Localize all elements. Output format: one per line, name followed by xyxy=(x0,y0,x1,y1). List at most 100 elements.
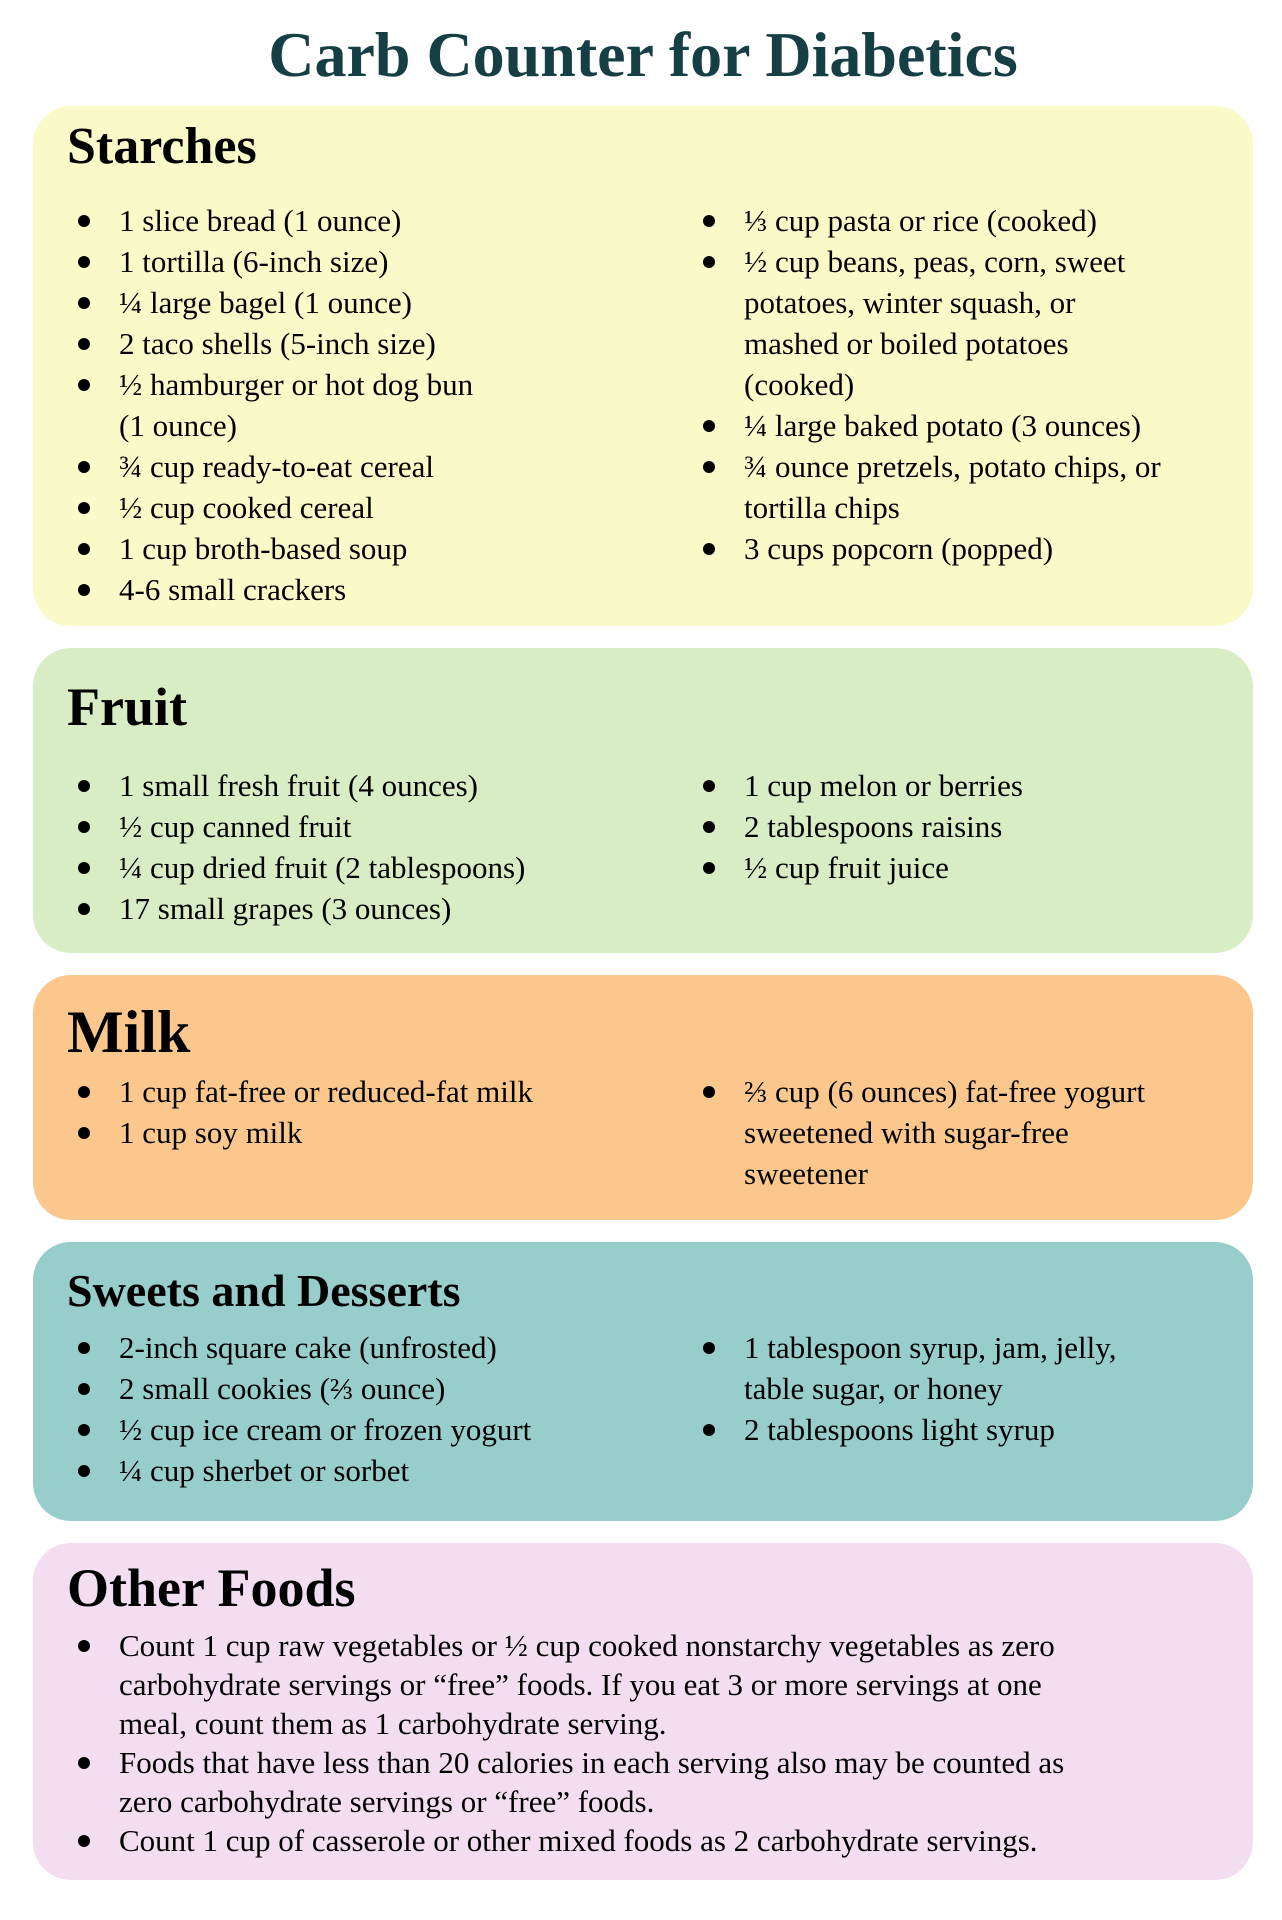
section-fruit: Fruit 1 small fresh fruit (4 ounces) ½ cu… xyxy=(33,647,1253,953)
bullet-icon xyxy=(703,255,715,268)
list-item: 1 cup melon or berries xyxy=(692,765,1229,806)
bullet-icon xyxy=(78,378,90,391)
list-item-text: ¾ ounce pretzels, potato chips, or torti… xyxy=(744,448,1161,525)
bullet-icon xyxy=(78,1085,90,1098)
list-item-text: ¼ large baked potato (3 ounces) xyxy=(744,407,1142,443)
list-item: ⅔ cup (6 ounces) fat-free yogurt sweeten… xyxy=(692,1071,1229,1194)
bullet-icon xyxy=(78,902,90,915)
bullet-icon xyxy=(78,255,90,268)
bullet-icon xyxy=(703,542,715,555)
list-item: 2-inch square cake (unfrosted) xyxy=(67,1327,692,1368)
list-item: 1 slice bread (1 ounce) xyxy=(67,200,692,241)
bullet-icon xyxy=(703,820,715,833)
bullet-icon xyxy=(78,1464,90,1477)
section-fruit-columns: 1 small fresh fruit (4 ounces) ½ cup cann… xyxy=(67,765,1229,929)
other-foods-list: Count 1 cup raw vegetables or ½ cup cook… xyxy=(67,1626,1229,1860)
bullet-icon xyxy=(703,1085,715,1098)
page-title: Carb Counter for Diabetics xyxy=(268,19,1018,90)
sweets-right-list: 1 tablespoon syrup, jam, jelly, table su… xyxy=(692,1327,1229,1450)
section-sweets-and-desserts: Sweets and Desserts 2-inch square cake (… xyxy=(33,1241,1253,1521)
list-item-text: ⅓ cup pasta or rice (cooked) xyxy=(744,202,1097,238)
bullet-icon xyxy=(78,583,90,596)
list-item: 1 cup broth-based soup xyxy=(67,528,692,569)
list-item-text: 2 tablespoons light syrup xyxy=(744,1411,1055,1447)
bullet-icon xyxy=(78,1341,90,1354)
list-item: ½ cup beans, peas, corn, sweet potatoes,… xyxy=(692,241,1229,405)
list-item: ¼ large baked potato (3 ounces) xyxy=(692,405,1229,446)
list-item: ¾ ounce pretzels, potato chips, or torti… xyxy=(692,446,1229,528)
section-other-foods-heading: Other Foods xyxy=(67,1557,356,1618)
bullet-icon xyxy=(703,861,715,874)
list-item-text: ½ cup beans, peas, corn, sweet potatoes,… xyxy=(744,243,1126,402)
milk-left-list: 1 cup fat-free or reduced-fat milk 1 cup … xyxy=(67,1071,692,1153)
list-item: ¼ cup dried fruit (2 tablespoons) xyxy=(67,847,692,888)
list-item: ¼ cup sherbet or sorbet xyxy=(67,1450,692,1491)
document-page: Carb Counter for Diabetics Starches 1 sl… xyxy=(33,19,1253,1880)
bullet-icon xyxy=(703,779,715,792)
section-starches-heading: Starches xyxy=(67,118,257,176)
starches-right-list: ⅓ cup pasta or rice (cooked) ½ cup beans,… xyxy=(692,200,1229,569)
list-item: ½ cup canned fruit xyxy=(67,806,692,847)
bullet-icon xyxy=(78,296,90,309)
bullet-icon xyxy=(78,779,90,792)
section-sweets-heading: Sweets and Desserts xyxy=(67,1264,461,1316)
list-item-text: 1 tortilla (6-inch size) xyxy=(119,243,389,279)
bullet-icon xyxy=(703,460,715,473)
list-item: 2 tablespoons raisins xyxy=(692,806,1229,847)
list-item: 1 tablespoon syrup, jam, jelly, table su… xyxy=(692,1327,1229,1409)
bullet-icon xyxy=(78,501,90,514)
fruit-right-list: 1 cup melon or berries 2 tablespoons rais… xyxy=(692,765,1229,888)
list-item-text: 1 slice bread (1 ounce) xyxy=(119,202,402,238)
list-item-text: 4-6 small crackers xyxy=(119,571,347,607)
section-sweets-columns: 2-inch square cake (unfrosted) 2 small co… xyxy=(67,1327,1229,1491)
list-item-text: 1 small fresh fruit (4 ounces) xyxy=(119,767,478,803)
list-item-text: ¼ cup dried fruit (2 tablespoons) xyxy=(119,849,526,885)
section-fruit-heading: Fruit xyxy=(67,676,187,737)
bullet-icon xyxy=(703,1341,715,1354)
list-item-text: ¼ large bagel (1 ounce) xyxy=(119,284,412,320)
list-item: Count 1 cup raw vegetables or ½ cup cook… xyxy=(67,1626,1229,1743)
list-item-text: 1 cup soy milk xyxy=(119,1114,303,1150)
bullet-icon xyxy=(78,214,90,227)
list-item-text: 2 tablespoons raisins xyxy=(744,808,1003,844)
list-item: 1 small fresh fruit (4 ounces) xyxy=(67,765,692,806)
list-item-text: 2-inch square cake (unfrosted) xyxy=(119,1329,497,1365)
sweets-left-list: 2-inch square cake (unfrosted) 2 small co… xyxy=(67,1327,692,1491)
list-item: ¼ large bagel (1 ounce) xyxy=(67,282,692,323)
section-starches: Starches 1 slice bread (1 ounce) 1 tortil… xyxy=(33,106,1253,626)
list-item: Count 1 cup of casserole or other mixed … xyxy=(67,1821,1229,1860)
list-item: 1 tortilla (6-inch size) xyxy=(67,241,692,282)
list-item: 2 tablespoons light syrup xyxy=(692,1409,1229,1450)
bullet-icon xyxy=(78,1756,90,1769)
list-item: ½ hamburger or hot dog bun (1 ounce) xyxy=(67,364,692,446)
section-milk-columns: 1 cup fat-free or reduced-fat milk 1 cup … xyxy=(67,1071,1229,1194)
bullet-icon xyxy=(78,1126,90,1139)
list-item-text: ½ cup ice cream or frozen yogurt xyxy=(119,1411,532,1447)
list-item: Foods that have less than 20 calories in… xyxy=(67,1743,1229,1821)
list-item-text: 17 small grapes (3 ounces) xyxy=(119,890,452,926)
bullet-icon xyxy=(78,460,90,473)
list-item: ½ cup fruit juice xyxy=(692,847,1229,888)
bullet-icon xyxy=(78,1639,90,1652)
list-item-text: 3 cups popcorn (popped) xyxy=(744,530,1054,566)
list-item-text: Count 1 cup of casserole or other mixed … xyxy=(119,1822,1038,1858)
list-item: 2 small cookies (⅔ ounce) xyxy=(67,1368,692,1409)
bullet-icon xyxy=(78,1382,90,1395)
section-starches-columns: 1 slice bread (1 ounce) 1 tortilla (6-inc… xyxy=(67,200,1229,610)
bullet-icon xyxy=(78,861,90,874)
list-item-text: ¼ cup sherbet or sorbet xyxy=(119,1452,410,1488)
list-item-text: 1 cup broth-based soup xyxy=(119,530,408,566)
list-item-text: 2 taco shells (5-inch size) xyxy=(119,325,436,361)
list-item-text: ¾ cup ready-to-eat cereal xyxy=(119,448,434,484)
section-milk: Milk 1 cup fat-free or reduced-fat milk 1… xyxy=(33,974,1253,1220)
list-item: ¾ cup ready-to-eat cereal xyxy=(67,446,692,487)
fruit-left-list: 1 small fresh fruit (4 ounces) ½ cup cann… xyxy=(67,765,692,929)
list-item-text: ⅔ cup (6 ounces) fat-free yogurt sweeten… xyxy=(744,1073,1146,1191)
list-item: ⅓ cup pasta or rice (cooked) xyxy=(692,200,1229,241)
section-other-foods: Other Foods Count 1 cup raw vegetables o… xyxy=(33,1542,1253,1880)
list-item: ½ cup cooked cereal xyxy=(67,487,692,528)
bullet-icon xyxy=(78,337,90,350)
list-item-text: Foods that have less than 20 calories in… xyxy=(119,1744,1065,1819)
bullet-icon xyxy=(78,1834,90,1847)
list-item-text: ½ cup fruit juice xyxy=(744,849,949,885)
